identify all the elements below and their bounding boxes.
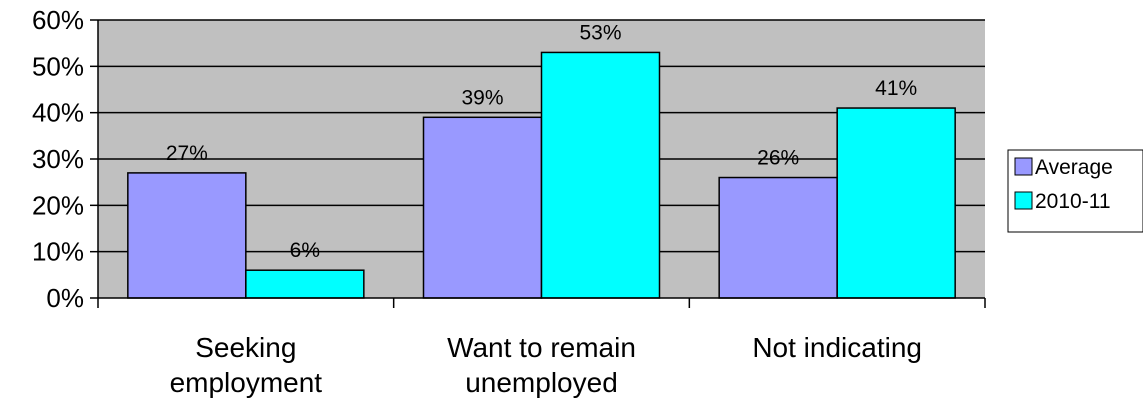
data-label: 53%	[579, 21, 621, 44]
y-axis-ticks: 0% 10% 20% 30% 40% 50% 60%	[32, 5, 98, 313]
category-labels: Seeking employment Want to remain unemploye…	[170, 332, 922, 398]
legend-swatch	[1014, 157, 1033, 176]
y-tick-label: 60%	[32, 5, 84, 35]
category-label: Want to remain	[447, 332, 636, 363]
legend-label: 2010-11	[1035, 190, 1111, 213]
bar	[540, 51, 661, 299]
bar	[127, 172, 247, 299]
bar	[245, 269, 365, 299]
data-label: 39%	[461, 86, 503, 109]
legend-label: Average	[1035, 156, 1113, 179]
category-label: Not indicating	[752, 332, 922, 363]
data-label: 26%	[757, 147, 799, 170]
data-label: 41%	[875, 77, 917, 100]
bars	[127, 51, 956, 299]
y-tick-label: 20%	[32, 190, 84, 220]
y-tick-label: 50%	[32, 51, 84, 81]
legend-swatch	[1014, 191, 1033, 210]
data-labels: 27% 6% 39% 53% 26% 41%	[166, 21, 917, 262]
category-label: unemployed	[465, 367, 618, 398]
bar	[422, 116, 543, 299]
y-tick-label: 10%	[32, 237, 84, 267]
y-tick-label: 0%	[46, 283, 84, 313]
data-label: 27%	[166, 142, 208, 165]
data-label: 6%	[290, 239, 320, 262]
bar	[836, 107, 956, 299]
category-label: employment	[170, 367, 323, 398]
y-tick-label: 30%	[32, 144, 84, 174]
category-label: Seeking	[195, 332, 296, 363]
y-tick-label: 40%	[32, 98, 84, 128]
bar	[718, 176, 838, 299]
legend: Average 2010-11	[1007, 149, 1143, 233]
